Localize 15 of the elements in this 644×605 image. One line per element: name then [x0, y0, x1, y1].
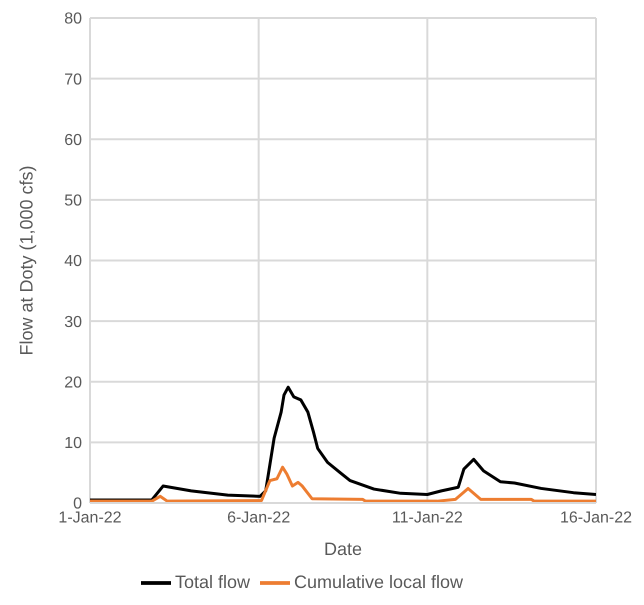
y-tick-label: 30	[64, 314, 82, 331]
legend-label: Total flow	[174, 572, 250, 592]
y-tick-label: 60	[64, 132, 82, 149]
y-axis-title: Flow at Doty (1,000 cfs)	[16, 165, 36, 356]
x-tick-label: 6-Jan-22	[227, 509, 290, 526]
y-tick-label: 80	[64, 10, 82, 28]
y-tick-label: 40	[64, 253, 82, 270]
x-axis-title: Date	[324, 539, 362, 559]
x-tick-label: 16-Jan-22	[560, 509, 632, 526]
legend-label: Cumulative local flow	[294, 572, 464, 592]
y-tick-label: 70	[64, 71, 82, 88]
y-tick-label: 50	[64, 192, 82, 210]
x-tick-label: 11-Jan-22	[392, 509, 463, 526]
y-tick-label: 10	[64, 435, 82, 452]
y-tick-label: 20	[64, 374, 82, 392]
